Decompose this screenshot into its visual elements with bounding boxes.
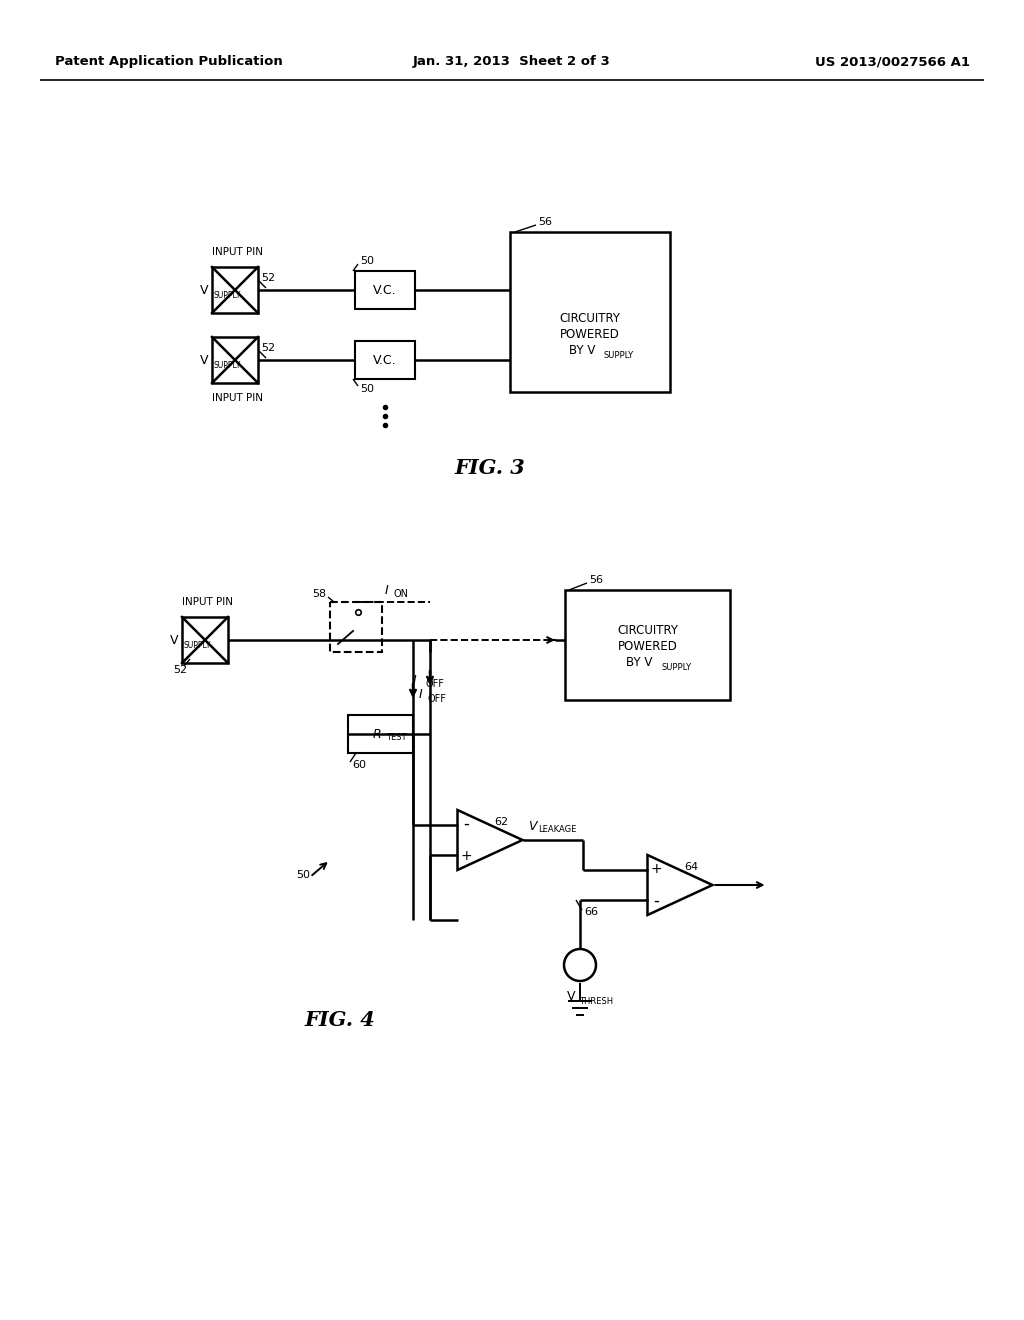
Bar <box>212 337 258 383</box>
Text: SUPPLY: SUPPLY <box>604 351 634 359</box>
Text: V.C.: V.C. <box>373 284 397 297</box>
Text: ON: ON <box>393 589 408 599</box>
Text: V: V <box>170 634 178 647</box>
Text: POWERED: POWERED <box>560 329 620 342</box>
Text: 60: 60 <box>352 760 366 770</box>
Text: 58: 58 <box>312 589 326 599</box>
Text: US 2013/0027566 A1: US 2013/0027566 A1 <box>815 55 970 69</box>
Bar <box>355 271 415 309</box>
Text: 56: 56 <box>589 576 603 585</box>
Text: V: V <box>528 820 537 833</box>
Text: SUPPLY: SUPPLY <box>662 663 691 672</box>
Text: INPUT PIN: INPUT PIN <box>181 597 232 607</box>
Bar <box>565 590 730 700</box>
Text: CIRCUITRY: CIRCUITRY <box>559 313 621 326</box>
Text: I: I <box>413 673 416 686</box>
Text: V: V <box>200 284 208 297</box>
Text: V: V <box>566 990 575 1003</box>
Text: -: - <box>653 892 659 909</box>
Text: FIG. 3: FIG. 3 <box>455 458 525 478</box>
Text: 64: 64 <box>684 862 698 873</box>
Text: R: R <box>372 727 381 741</box>
Text: 50: 50 <box>360 256 374 267</box>
Text: 52: 52 <box>173 665 187 675</box>
Text: SUPPLY: SUPPLY <box>213 360 241 370</box>
Text: TEST: TEST <box>386 734 407 742</box>
Text: 66: 66 <box>584 907 598 917</box>
Bar <box>348 715 413 752</box>
Text: BY V: BY V <box>627 656 652 669</box>
Text: OFF: OFF <box>425 678 443 689</box>
Bar <box>355 341 415 379</box>
Text: V.C.: V.C. <box>373 354 397 367</box>
Text: INPUT PIN: INPUT PIN <box>212 247 262 257</box>
Text: POWERED: POWERED <box>617 640 678 653</box>
Text: Patent Application Publication: Patent Application Publication <box>55 55 283 69</box>
Text: 50: 50 <box>296 870 310 880</box>
Text: FIG. 4: FIG. 4 <box>304 1010 376 1030</box>
Bar <box>510 232 670 392</box>
Text: CIRCUITRY: CIRCUITRY <box>617 624 678 638</box>
Text: 62: 62 <box>494 817 508 828</box>
Text: OFF: OFF <box>427 694 445 704</box>
Text: V: V <box>200 354 208 367</box>
Text: SUPPLY: SUPPLY <box>183 640 210 649</box>
Bar <box>182 616 228 663</box>
Bar <box>212 267 258 313</box>
Text: THRESH: THRESH <box>579 997 613 1006</box>
Text: Jan. 31, 2013  Sheet 2 of 3: Jan. 31, 2013 Sheet 2 of 3 <box>413 55 611 69</box>
Text: I: I <box>419 689 423 701</box>
Text: 52: 52 <box>261 273 275 282</box>
Text: LEAKAGE: LEAKAGE <box>539 825 577 834</box>
Text: -: - <box>464 814 469 833</box>
Text: SUPPLY: SUPPLY <box>213 290 241 300</box>
Text: 50: 50 <box>360 384 374 393</box>
Text: 52: 52 <box>261 343 275 352</box>
Text: BY V: BY V <box>568 345 595 358</box>
Text: I: I <box>385 583 389 597</box>
Text: +: + <box>461 849 472 863</box>
Text: INPUT PIN: INPUT PIN <box>212 393 262 403</box>
Text: +: + <box>650 862 663 876</box>
Bar <box>330 602 382 652</box>
Text: 56: 56 <box>538 216 552 227</box>
